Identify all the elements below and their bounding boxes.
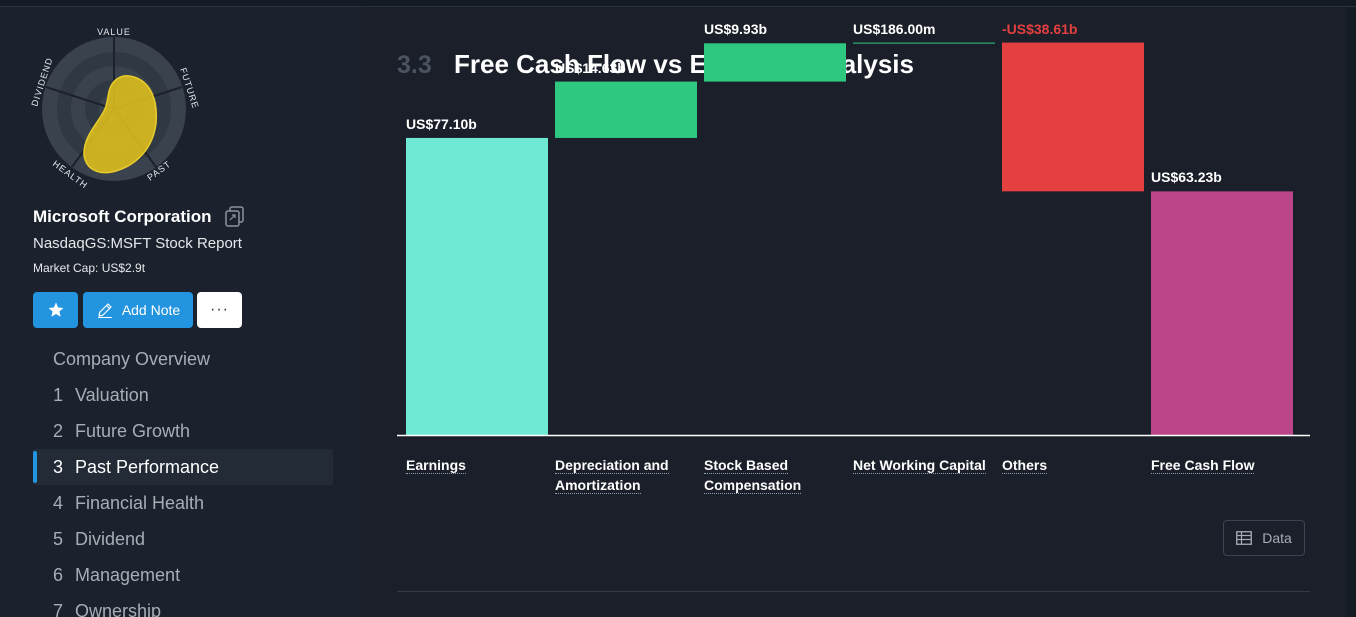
value-label: US$63.23b bbox=[1151, 169, 1222, 186]
star-icon bbox=[48, 302, 63, 317]
top-border bbox=[0, 0, 1356, 7]
value-label: US$14.63b bbox=[555, 59, 626, 76]
nav-item-ownership[interactable]: 7 Ownership bbox=[33, 593, 333, 617]
category-label[interactable]: Others bbox=[1002, 455, 1138, 475]
nav-item-management[interactable]: 6 Management bbox=[33, 557, 333, 593]
scroll-gutter bbox=[1346, 7, 1356, 617]
category-label[interactable]: Earnings bbox=[406, 455, 542, 475]
value-label: US$9.93b bbox=[704, 21, 768, 38]
nav-item-valuation[interactable]: 1 Valuation bbox=[33, 377, 333, 413]
sidebar: VALUE FUTURE PAST HEALTH DIVIDEND Micros… bbox=[0, 7, 361, 617]
nav-item-dividend[interactable]: 5 Dividend bbox=[33, 521, 333, 557]
nav-item-future-growth[interactable]: 2 Future Growth bbox=[33, 413, 333, 449]
axis-label-value: VALUE bbox=[97, 27, 131, 37]
table-icon bbox=[1236, 531, 1253, 545]
bar-net-working-capital[interactable] bbox=[853, 42, 995, 44]
category-label-text: Net Working Capital bbox=[853, 457, 986, 474]
category-label-text: Free Cash Flow bbox=[1151, 457, 1255, 474]
bar-earnings[interactable] bbox=[406, 137, 548, 435]
category-label-text: Depreciation and Amortization bbox=[555, 457, 669, 494]
watchlist-star-button[interactable] bbox=[33, 292, 78, 328]
category-label-text: Stock Based Compensation bbox=[704, 457, 802, 494]
nav-item-number: 5 bbox=[53, 528, 64, 549]
main-content: 3.3 Free Cash Flow vs Earnings Analysis … bbox=[361, 7, 1346, 617]
category-label[interactable]: Stock Based Compensation bbox=[704, 455, 840, 495]
data-button-label: Data bbox=[1262, 530, 1292, 546]
value-label: US$186.00m bbox=[853, 20, 936, 37]
section-nav: Company Overview 1 Valuation 2 Future Gr… bbox=[33, 341, 333, 617]
waterfall-chart bbox=[397, 42, 1310, 437]
nav-item-company-overview[interactable]: Company Overview bbox=[33, 341, 333, 377]
bar-depreciation-and-amortization[interactable] bbox=[555, 81, 697, 138]
nav-item-number: 6 bbox=[53, 564, 64, 585]
nav-item-number: 1 bbox=[53, 384, 64, 405]
bar-stock-based-compensation[interactable] bbox=[704, 43, 846, 82]
section-number: 3.3 bbox=[397, 51, 432, 79]
add-note-label: Add Note bbox=[121, 302, 181, 318]
nav-item-number: 2 bbox=[53, 420, 64, 441]
data-table-button[interactable]: Data bbox=[1223, 520, 1305, 556]
nav-item-number: 3 bbox=[53, 456, 64, 477]
category-label[interactable]: Net Working Capital bbox=[853, 455, 989, 475]
nav-item-financial-health[interactable]: 4 Financial Health bbox=[33, 485, 333, 521]
category-label-text: Others bbox=[1002, 457, 1048, 474]
nav-item-label: Company Overview bbox=[53, 348, 211, 369]
nav-item-number: 4 bbox=[53, 492, 64, 513]
nav-item-label: Financial Health bbox=[75, 492, 205, 513]
snowflake-chart: VALUE FUTURE PAST HEALTH DIVIDEND bbox=[29, 27, 200, 189]
market-cap: Market Cap: US$2.9t bbox=[33, 261, 146, 275]
value-label: -US$38.61b bbox=[1002, 20, 1078, 37]
bar-free-cash-flow[interactable] bbox=[1151, 191, 1293, 435]
category-label[interactable]: Free Cash Flow bbox=[1151, 455, 1287, 475]
stock-report-subtitle: NasdaqGS:MSFT Stock Report bbox=[33, 235, 242, 252]
nav-item-number: 7 bbox=[53, 600, 64, 617]
add-note-button[interactable]: Add Note bbox=[83, 292, 193, 328]
nav-item-label: Past Performance bbox=[75, 456, 220, 477]
bar-others[interactable] bbox=[1002, 42, 1144, 192]
nav-item-past-performance[interactable]: 3 Past Performance bbox=[33, 449, 333, 485]
more-options-button[interactable]: ··· bbox=[197, 292, 242, 328]
copy-link-icon[interactable] bbox=[224, 205, 246, 227]
snowflake-shape bbox=[83, 75, 158, 174]
nav-item-label: Dividend bbox=[75, 528, 146, 549]
value-label: US$77.10b bbox=[406, 115, 477, 132]
category-label[interactable]: Depreciation and Amortization bbox=[555, 455, 691, 495]
nav-item-label: Valuation bbox=[75, 384, 149, 405]
nav-item-label: Management bbox=[75, 564, 181, 585]
nav-item-label: Future Growth bbox=[75, 420, 191, 441]
section-divider bbox=[397, 591, 1310, 592]
category-label-text: Earnings bbox=[406, 457, 466, 474]
pencil-icon bbox=[98, 303, 112, 319]
nav-item-label: Ownership bbox=[75, 600, 162, 617]
company-name: Microsoft Corporation bbox=[33, 207, 212, 226]
